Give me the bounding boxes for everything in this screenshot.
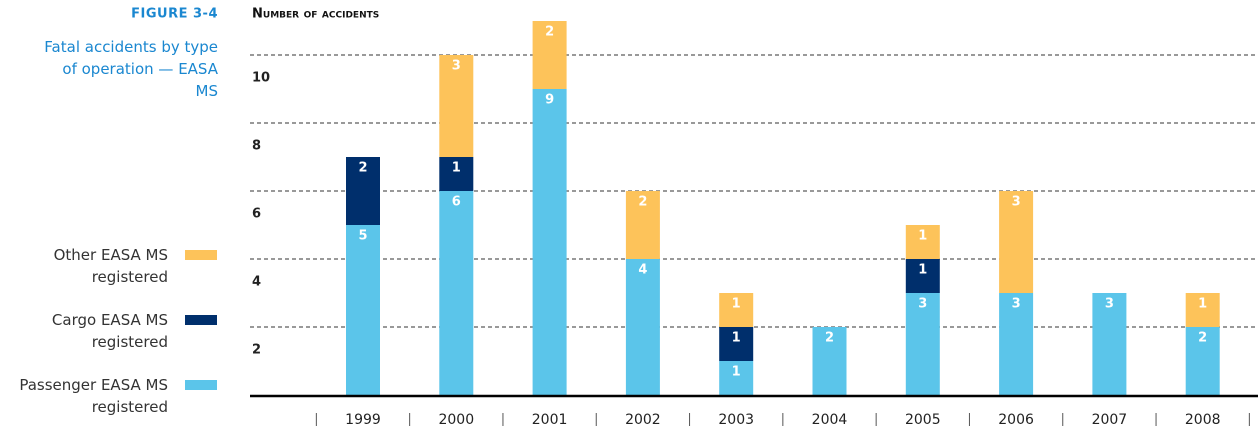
bar-segment [532,89,567,395]
figure-label: FIGURE 3-4 [131,7,218,22]
bar-segment [719,361,754,395]
value-label: 2 [638,195,647,210]
bar-segment [905,225,940,259]
legend-label: Other EASA MS registered [53,246,168,286]
value-label: 2 [1198,331,1207,346]
legend-label: Cargo EASA MS registered [51,311,168,351]
y-tick-label: 10 [252,71,270,86]
bar-segment [439,191,474,395]
bar-segment [1185,327,1220,395]
bar-segment [1185,293,1220,327]
value-label: 2 [825,331,834,346]
legend-swatch [185,380,217,390]
x-tick-label: 2004 [812,412,848,428]
bar-segment [905,259,940,293]
y-tick-label: 6 [252,207,261,222]
bar-segment [346,225,380,395]
value-label: 3 [452,59,461,74]
value-label: 2 [358,161,367,176]
value-label: 9 [545,93,554,108]
value-label: 3 [1105,297,1114,312]
value-label: 1 [1198,297,1207,312]
bar-segment [905,293,940,395]
value-label: 1 [732,331,741,346]
value-label: 6 [452,195,461,210]
x-tick-label: 2001 [532,412,568,428]
value-label: 1 [732,297,741,312]
y-tick-label: 2 [252,343,261,358]
bar-segment [812,327,847,395]
value-label: 5 [358,229,367,244]
value-label: 1 [918,263,927,278]
value-label: 2 [545,25,554,40]
bar-segment [999,293,1034,395]
y-tick-label: 4 [252,275,261,290]
value-label: 3 [918,297,927,312]
x-tick-label: 2005 [905,412,941,428]
value-label: 3 [1012,297,1021,312]
bar-segment [1092,293,1127,395]
subtitle: Fatal accidents by type of operation — E… [44,38,218,100]
legend-swatch [185,315,217,325]
x-tick-label: 2008 [1185,412,1221,428]
bar-segment [719,293,754,327]
bar-segment [439,55,474,157]
x-tick-label: 2000 [438,412,474,428]
bar-segment [625,259,660,395]
bar-segment [532,21,567,89]
bar-segment [999,191,1034,293]
y-tick-label: 8 [252,139,261,154]
bar-segment [439,157,474,191]
value-label: 3 [1012,195,1021,210]
x-tick-label: 1999 [345,412,381,428]
legend-swatch [185,250,217,260]
bar-segment [719,327,754,361]
value-label: 4 [638,263,647,278]
legend-label: Passenger EASA MS registered [19,376,168,416]
x-tick-label: 2006 [998,412,1034,428]
value-label: 1 [452,161,461,176]
bar-segment [346,157,380,225]
y-axis-label: Number of accidents [252,7,379,22]
x-tick-label: 2003 [718,412,754,428]
bar-segment [625,191,660,259]
x-tick-label: 2007 [1092,412,1128,428]
value-label: 1 [918,229,927,244]
value-label: 1 [732,365,741,380]
x-tick-label: 2002 [625,412,661,428]
